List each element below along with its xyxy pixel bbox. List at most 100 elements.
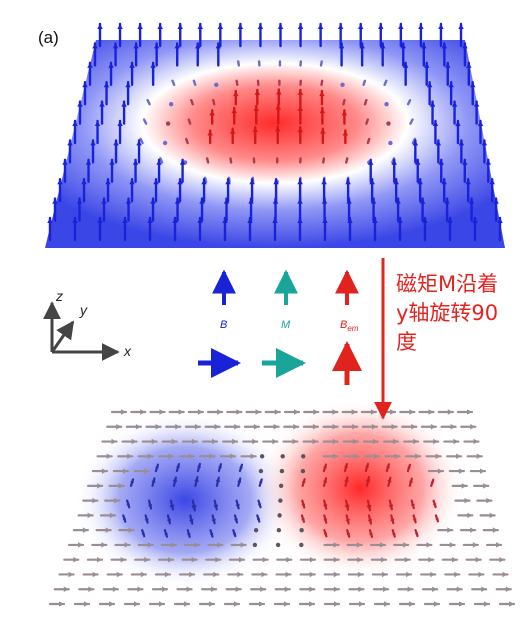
field-arrow-head bbox=[168, 453, 174, 460]
coordinate-axes bbox=[43, 301, 120, 361]
field-arrow-head bbox=[256, 517, 260, 522]
bottom-arrow-field bbox=[48, 409, 516, 607]
field-arrow-head bbox=[116, 571, 122, 578]
field-arrow-head bbox=[322, 478, 328, 483]
field-arrow-head bbox=[215, 43, 222, 49]
field-arrow-head bbox=[234, 601, 239, 607]
field-arrow-dot bbox=[300, 468, 306, 474]
field-arrow-head bbox=[217, 24, 224, 29]
legend-B-label: B bbox=[220, 319, 228, 331]
field-arrow-head bbox=[73, 556, 79, 563]
field-arrow-head bbox=[445, 62, 451, 68]
field-arrow-head bbox=[151, 478, 156, 483]
field-arrow-head bbox=[67, 140, 73, 146]
field-arrow-head bbox=[489, 179, 495, 185]
field-arrow-head bbox=[231, 108, 237, 114]
field-arrow-head bbox=[359, 601, 364, 607]
field-arrow-head bbox=[357, 24, 364, 29]
field-arrow-head bbox=[429, 101, 436, 107]
field-arrow-head bbox=[197, 409, 203, 415]
field-arrow-head bbox=[367, 518, 373, 524]
field-arrow-head bbox=[206, 158, 209, 161]
field-arrow-head bbox=[232, 532, 236, 537]
field-arrow-head bbox=[390, 518, 395, 524]
field-arrow-head bbox=[164, 571, 170, 578]
top-plane bbox=[45, 40, 505, 248]
field-arrow-head bbox=[462, 43, 468, 49]
field-arrow-head bbox=[379, 43, 386, 49]
field-arrow-head bbox=[322, 158, 325, 161]
field-arrow-head bbox=[101, 198, 107, 204]
field-arrow-head bbox=[438, 159, 445, 165]
field-arrow-head bbox=[258, 479, 263, 484]
field-arrow-head bbox=[435, 453, 441, 460]
field-arrow-head bbox=[191, 504, 197, 511]
field-arrow-head bbox=[345, 518, 350, 524]
field-arrow-head bbox=[127, 453, 133, 460]
field-arrow-head bbox=[309, 556, 315, 563]
field-arrow-head bbox=[76, 198, 83, 204]
field-arrow-head bbox=[430, 424, 436, 430]
field-arrow-head bbox=[81, 179, 87, 185]
field-arrow-head bbox=[237, 478, 242, 483]
field-arrow-head bbox=[215, 556, 221, 563]
field-arrow-head bbox=[97, 24, 103, 29]
field-arrow-head bbox=[400, 43, 406, 49]
field-arrow-head bbox=[404, 556, 410, 563]
field-arrow-head bbox=[388, 504, 394, 510]
field-arrow-head bbox=[284, 601, 289, 607]
field-arrow-head bbox=[466, 62, 472, 68]
field-arrow-head bbox=[384, 601, 389, 607]
field-arrow-head bbox=[237, 61, 240, 64]
field-arrow-head bbox=[144, 518, 149, 523]
field-arrow-head bbox=[450, 424, 456, 430]
field-arrow-head bbox=[209, 601, 214, 607]
field-arrow-head bbox=[147, 100, 150, 103]
field-arrow-head bbox=[435, 140, 442, 146]
field-arrow-head bbox=[161, 586, 167, 592]
field-arrow-head bbox=[140, 139, 143, 142]
field-arrow-head bbox=[293, 424, 299, 430]
field-arrow-head bbox=[274, 409, 280, 415]
field-arrow-head bbox=[207, 130, 213, 136]
field-arrow-head bbox=[84, 601, 89, 607]
field-arrow-head bbox=[147, 218, 153, 223]
legend-M-label: M bbox=[281, 319, 291, 331]
field-arrow-head bbox=[458, 140, 465, 146]
field-arrow-head bbox=[430, 479, 434, 484]
field-arrow-dot bbox=[165, 121, 171, 126]
field-arrow-head bbox=[470, 424, 476, 430]
field-arrow-head bbox=[277, 24, 284, 29]
field-arrow-head bbox=[353, 453, 359, 460]
field-arrow-head bbox=[193, 477, 199, 483]
field-arrow-head bbox=[222, 218, 228, 223]
field-arrow-head bbox=[453, 438, 459, 445]
field-arrow-head bbox=[253, 105, 260, 111]
field-arrow-head bbox=[261, 571, 267, 578]
field-arrow-head bbox=[157, 24, 163, 29]
field-arrow-head bbox=[232, 438, 238, 445]
field-arrow-head bbox=[332, 409, 338, 415]
field-arrow-head bbox=[96, 556, 102, 563]
field-arrow-head bbox=[367, 139, 370, 142]
field-arrow-head bbox=[313, 409, 319, 415]
field-arrow-head bbox=[212, 100, 215, 103]
field-arrow-head bbox=[319, 91, 325, 97]
field-arrow-head bbox=[489, 512, 495, 519]
field-arrow-head bbox=[433, 438, 439, 445]
field-arrow-head bbox=[297, 179, 303, 185]
legend-Bem-main: B bbox=[340, 319, 348, 331]
field-arrow-head bbox=[147, 503, 153, 509]
field-arrow-head bbox=[309, 586, 315, 592]
field-arrow-head bbox=[346, 198, 352, 204]
field-arrow-head bbox=[509, 601, 514, 607]
field-arrow-head bbox=[172, 80, 175, 84]
field-arrow-dot bbox=[301, 454, 306, 459]
field-arrow-head bbox=[190, 100, 194, 103]
field-arrow-head bbox=[333, 542, 339, 548]
field-arrow-head bbox=[189, 518, 194, 524]
field-arrow-head bbox=[337, 24, 344, 29]
annotation-line-3: 度 bbox=[396, 330, 417, 354]
field-arrow-head bbox=[312, 438, 318, 445]
